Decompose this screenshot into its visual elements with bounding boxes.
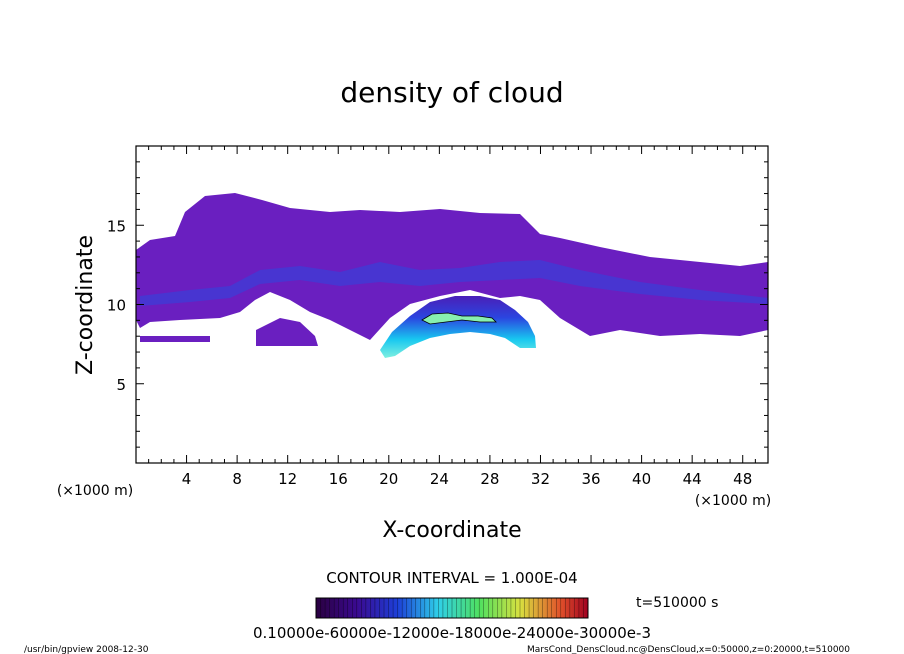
y-axis-title: Z-coordinate: [73, 235, 98, 375]
y-tick-label: 15: [107, 217, 126, 235]
x-tick-label: 28: [480, 470, 499, 488]
cloud-upper-layer: [136, 193, 768, 340]
footer-right: MarsCond_DensCloud.nc@DensCloud,x=0:5000…: [527, 645, 850, 654]
colorbar-ticks: [320, 598, 584, 618]
cloud-blue-band: [140, 260, 768, 306]
x-axis: 4 8 12 16 20 24 28 32 36 40 44 48: [135, 146, 769, 488]
y-tick-label: 10: [107, 297, 126, 315]
time-label: t=510000 s: [636, 595, 718, 611]
x-axis-title: X-coordinate: [382, 518, 521, 543]
cloud-lower-patch: [140, 318, 318, 346]
y-tick-label: 5: [116, 376, 126, 394]
footer-left: /usr/bin/gpview 2008-12-30: [24, 645, 149, 654]
x-tick-label: 12: [278, 470, 297, 488]
x-tick-label: 16: [329, 470, 348, 488]
y-axis: 5 10 15: [107, 145, 768, 464]
x-tick-label: 48: [733, 470, 752, 488]
x-tick-label: 4: [182, 470, 192, 488]
x-tick-label: 36: [581, 470, 600, 488]
x-tick-label: 24: [430, 470, 449, 488]
cloud-field: [136, 193, 768, 358]
chart-title: density of cloud: [340, 76, 563, 109]
cloud-dense-core: [380, 296, 536, 358]
cloud-core-contour: [421, 312, 497, 325]
contour-interval: CONTOUR INTERVAL = 1.000E-04: [326, 569, 577, 587]
x-tick-label: 44: [683, 470, 702, 488]
x-tick-label: 40: [632, 470, 651, 488]
x-tick-label: 20: [379, 470, 398, 488]
colorbar-labels: 0.10000e-60000e-12000e-18000e-24000e-300…: [253, 624, 651, 642]
x-unit-label-right: (×1000 m): [695, 493, 771, 509]
x-unit-label-left: (×1000 m): [57, 483, 133, 499]
x-tick-label: 32: [531, 470, 550, 488]
x-tick-label: 8: [232, 470, 242, 488]
